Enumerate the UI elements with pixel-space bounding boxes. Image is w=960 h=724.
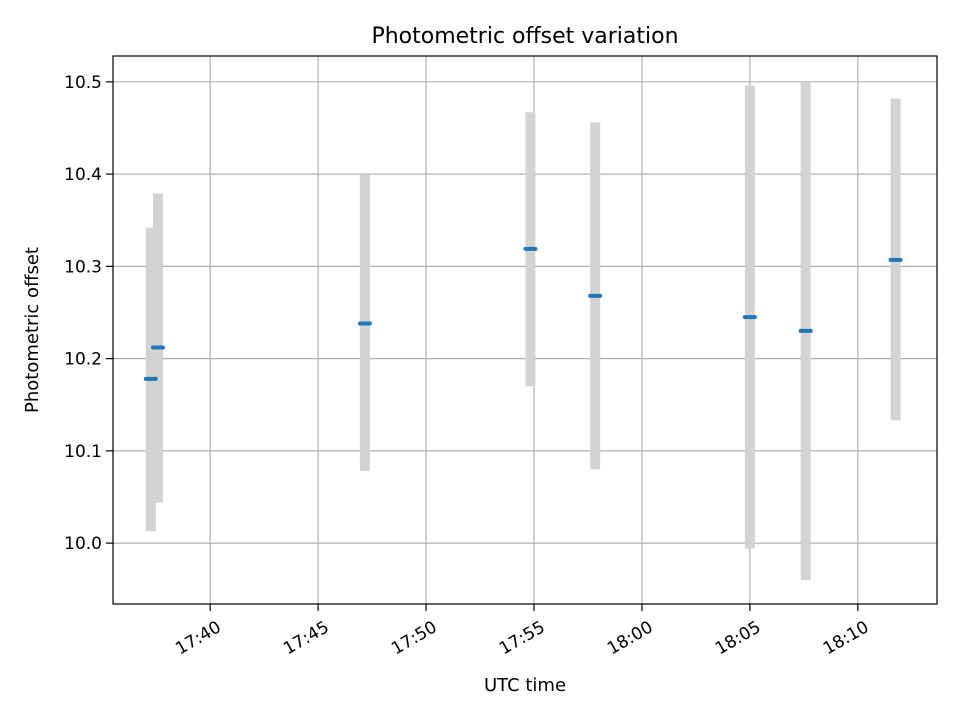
plot-frame — [112, 55, 938, 605]
y-tick-label: 10.4 — [64, 165, 102, 185]
y-tick-label: 10.0 — [64, 534, 102, 554]
x-axis-label: UTC time — [484, 675, 566, 696]
chart-title: Photometric offset variation — [371, 24, 678, 49]
y-tick-label: 10.5 — [64, 73, 102, 93]
data-markers — [143, 246, 903, 381]
y-axis-ticks: 10.0 10.1 10.2 10.3 10.4 10.5 — [64, 73, 113, 554]
y-tick-label: 10.2 — [64, 350, 102, 370]
y-tick-label: 10.3 — [64, 257, 102, 277]
y-tick-label: 10.1 — [64, 442, 102, 462]
y-axis-label: Photometric offset — [22, 247, 43, 413]
